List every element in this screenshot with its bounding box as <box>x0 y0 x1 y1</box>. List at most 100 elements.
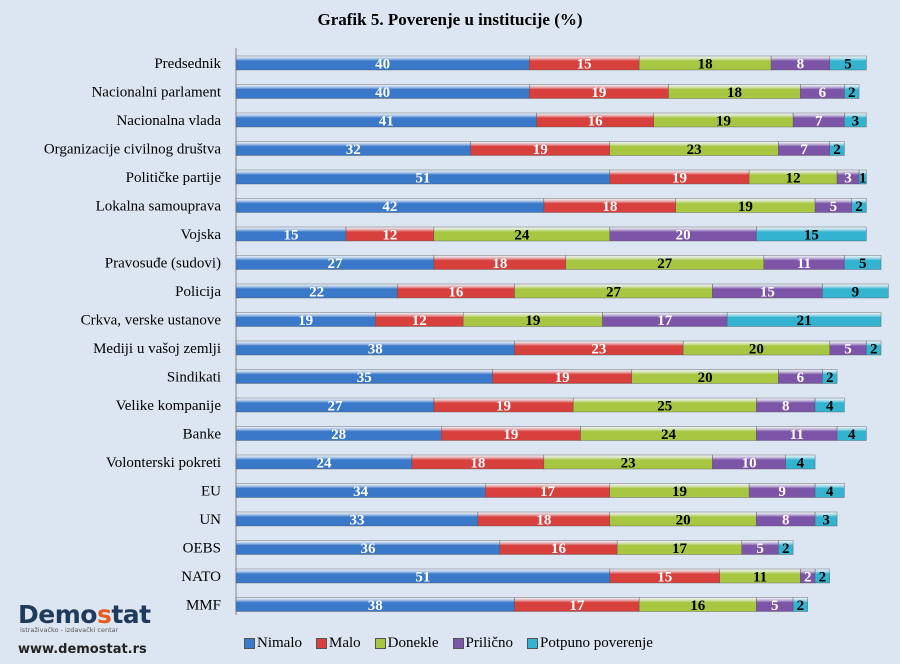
data-label: 5 <box>830 199 838 215</box>
category-label: Političke partije <box>126 170 222 186</box>
category-label: EU <box>201 484 221 500</box>
category-label: Vojska <box>180 227 221 243</box>
bar-segment-potpuno-poverenje <box>866 340 882 356</box>
legend-label: Malo <box>329 635 361 651</box>
category-label: Pravosuđe (sudovi) <box>105 256 221 272</box>
category-label: MMF <box>186 598 221 614</box>
data-label: 32 <box>346 142 361 158</box>
category-label: OEBS <box>183 541 221 557</box>
data-label: 24 <box>661 427 677 443</box>
category-label: NATO <box>181 569 221 585</box>
data-label: 11 <box>797 256 811 272</box>
bar-segment-potpuno-poverenje <box>822 369 838 384</box>
bar-segment-potpuno-poverenje <box>822 283 889 299</box>
data-label: 4 <box>797 456 805 472</box>
data-label: 5 <box>756 541 764 557</box>
website-link[interactable]: www.demostat.rs <box>18 642 147 657</box>
legend-label: Prilično <box>465 635 514 651</box>
legend: Nimalo Malo Donekle Prilično Potpuno poveren… <box>244 635 653 652</box>
data-label: 16 <box>448 285 464 301</box>
category-label: Nacionalni parlament <box>91 85 221 101</box>
data-label: 27 <box>327 256 343 272</box>
data-label: 17 <box>657 313 673 329</box>
bar-segment-potpuno-poverenje <box>851 198 867 213</box>
data-label: 12 <box>786 171 801 187</box>
data-label: 9 <box>852 285 860 301</box>
data-label: 35 <box>357 370 372 386</box>
data-label: 10 <box>742 456 757 472</box>
data-label: 19 <box>555 370 570 386</box>
bar-segment-potpuno-poverenje <box>814 483 845 498</box>
bar-segment-potpuno-poverenje <box>814 568 830 584</box>
legend-label: Potpuno poverenje <box>540 635 653 651</box>
data-label: 18 <box>492 256 507 272</box>
data-label: 2 <box>855 199 863 215</box>
data-label: 19 <box>672 171 687 187</box>
bar-segment-potpuno-poverenje <box>785 454 816 470</box>
category-label: UN <box>199 512 221 528</box>
data-label: 15 <box>283 228 298 244</box>
data-label: 40 <box>375 57 390 73</box>
data-label: 11 <box>753 570 767 586</box>
data-label: 19 <box>672 484 687 500</box>
data-label: 51 <box>415 570 430 586</box>
category-label: Sindikati <box>167 370 221 386</box>
data-label: 27 <box>606 285 622 301</box>
data-label: 28 <box>331 427 346 443</box>
data-label: 36 <box>360 541 376 557</box>
bar-segment-potpuno-poverenje <box>844 112 867 128</box>
category-label: Volonterski pokreti <box>106 455 221 471</box>
data-label: 17 <box>540 484 556 500</box>
data-label: 15 <box>577 57 592 73</box>
data-label: 2 <box>782 541 790 557</box>
legend-swatch <box>452 638 464 649</box>
data-label: 12 <box>382 228 397 244</box>
bar-segment-potpuno-poverenje <box>726 312 882 327</box>
bar-segment-potpuno-poverenje <box>792 597 808 612</box>
data-label: 2 <box>797 598 805 614</box>
data-label: 19 <box>533 142 548 158</box>
data-label: 21 <box>797 313 812 329</box>
legend-swatch <box>316 638 327 649</box>
bar-segment-potpuno-poverenje <box>858 169 867 185</box>
data-label: 20 <box>698 370 713 386</box>
data-label: 19 <box>298 313 313 329</box>
bar-segment-potpuno-poverenje <box>836 426 867 441</box>
data-label: 19 <box>503 427 518 443</box>
data-label: 27 <box>327 399 343 415</box>
data-label: 7 <box>800 142 808 158</box>
data-label: 24 <box>316 456 332 472</box>
bar-segment-potpuno-poverenje <box>844 84 860 99</box>
data-label: 18 <box>536 513 551 529</box>
legend-swatch <box>527 638 538 649</box>
data-label: 18 <box>727 85 742 101</box>
data-label: 24 <box>514 228 530 244</box>
data-label: 5 <box>844 342 852 358</box>
data-label: 38 <box>368 342 383 358</box>
data-label: 11 <box>790 427 804 443</box>
data-label: 5 <box>844 57 852 73</box>
data-label: 4 <box>826 399 834 415</box>
data-label: 5 <box>771 598 779 614</box>
demostat-logo: Demostat istraživačko - izdavački centar… <box>18 600 151 657</box>
data-label: 3 <box>852 114 860 130</box>
data-label: 25 <box>657 399 672 415</box>
logo-tagline: istraživačko - izdavački centar <box>20 626 119 634</box>
category-label: Nacionalna vlada <box>116 113 221 129</box>
data-label: 22 <box>309 285 324 301</box>
data-label: 20 <box>676 513 691 529</box>
data-label: 40 <box>375 85 390 101</box>
data-label: 8 <box>797 57 805 73</box>
data-label: 2 <box>870 342 878 358</box>
legend-label: Nimalo <box>257 635 302 651</box>
data-label: 16 <box>588 114 604 130</box>
data-label: 5 <box>859 256 867 272</box>
data-label: 23 <box>591 342 606 358</box>
data-label: 9 <box>778 484 786 500</box>
legend-swatch <box>244 638 255 649</box>
data-label: 4 <box>848 427 856 443</box>
data-label: 17 <box>569 598 585 614</box>
category-label: Crkva, verske ustanove <box>81 313 222 329</box>
category-label: Policija <box>175 284 221 300</box>
